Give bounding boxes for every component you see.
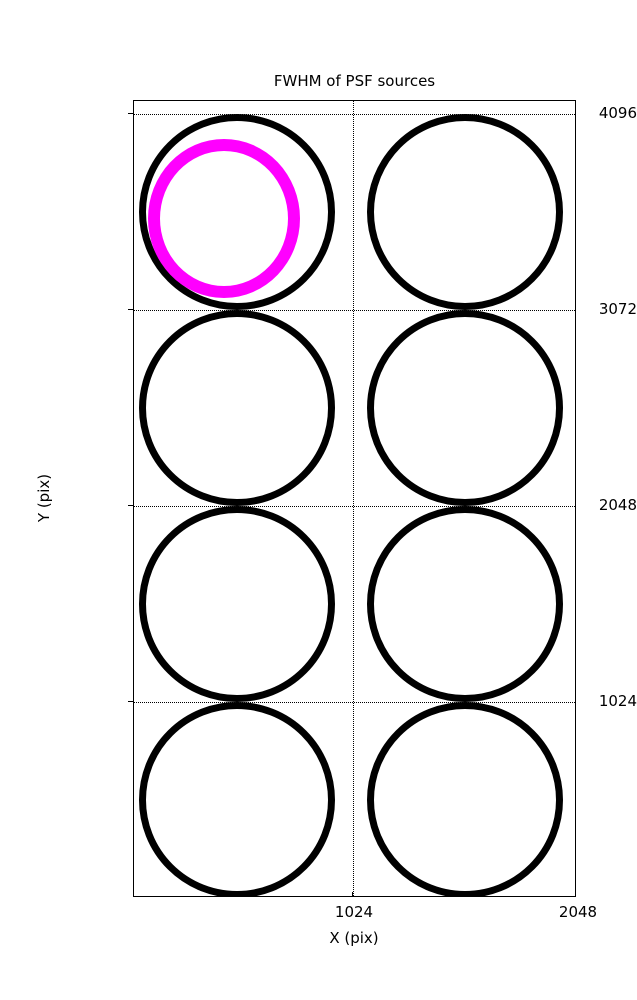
psf-source-marker	[139, 702, 335, 896]
gridline-x-1024	[353, 101, 354, 896]
gridline-y-2048	[134, 506, 575, 507]
psf-source-marker	[139, 506, 335, 702]
gridline-y-4096	[134, 114, 575, 115]
gridline-y-1024	[134, 702, 575, 703]
psf-source-marker	[367, 506, 563, 702]
psf-source-marker	[367, 114, 563, 310]
psf-source-marker	[367, 702, 563, 896]
xtick-label: 1024	[334, 903, 374, 921]
page-title: FWHM of PSF sources	[273, 72, 436, 90]
gridline-y-3072	[134, 310, 575, 311]
psf-source-marker	[367, 310, 563, 506]
plot-area	[133, 100, 576, 897]
x-axis-label: X (pix)	[329, 929, 379, 947]
psf-source-marker	[139, 310, 335, 506]
y-axis-label: Y (pix)	[35, 473, 53, 523]
xtick-label: 2048	[558, 903, 598, 921]
psf-source-marker	[139, 114, 335, 310]
selected-psf-source-marker	[148, 139, 300, 298]
